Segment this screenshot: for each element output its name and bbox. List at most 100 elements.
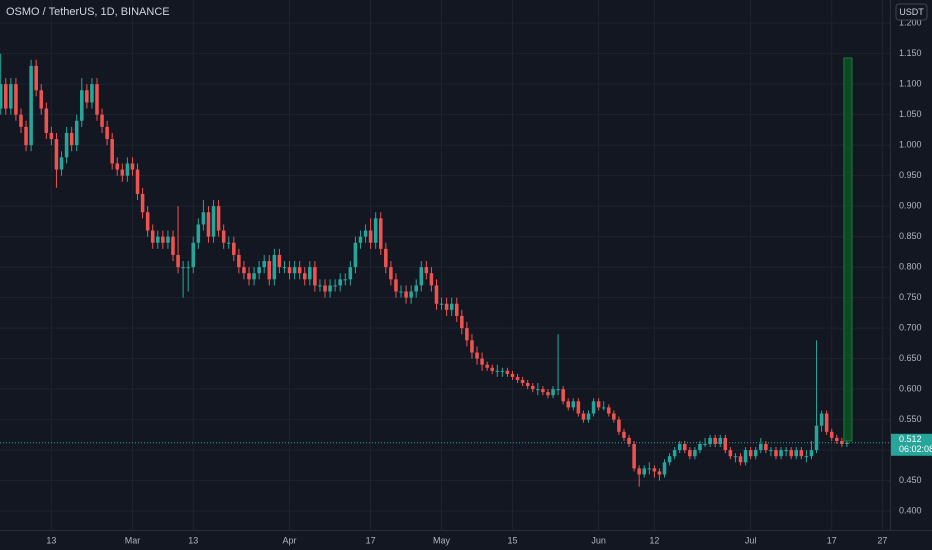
candle-body bbox=[59, 157, 64, 170]
candle-body bbox=[216, 206, 221, 231]
candle-body bbox=[718, 437, 723, 445]
candle-body bbox=[328, 285, 332, 292]
candle-body bbox=[419, 267, 424, 286]
x-tick-label: 12 bbox=[649, 535, 659, 545]
candle-body bbox=[292, 267, 297, 274]
y-tick-label: 0.900 bbox=[899, 201, 922, 211]
candle-body bbox=[596, 401, 601, 408]
candle-body bbox=[373, 218, 378, 243]
candle-body bbox=[759, 444, 763, 451]
candle-body bbox=[845, 442, 849, 445]
currency-button[interactable] bbox=[895, 3, 928, 21]
candle-body bbox=[282, 267, 287, 269]
candle-body bbox=[662, 462, 667, 475]
y-tick-label: 1.100 bbox=[899, 79, 922, 89]
target-box bbox=[843, 57, 853, 442]
candle-body bbox=[297, 267, 302, 274]
candle-body bbox=[480, 358, 484, 365]
candle-body bbox=[536, 389, 540, 391]
candle-body bbox=[500, 370, 505, 372]
candle-body bbox=[566, 401, 571, 408]
candle-body bbox=[399, 291, 403, 293]
candle-body bbox=[728, 450, 733, 457]
candle-body bbox=[622, 431, 626, 438]
candle-body bbox=[465, 328, 469, 341]
candle-body bbox=[581, 413, 586, 420]
candle-body bbox=[353, 242, 358, 268]
candle-body bbox=[150, 230, 155, 243]
candle-body bbox=[368, 230, 373, 243]
x-tick-label: 13 bbox=[188, 535, 198, 545]
candle-body bbox=[120, 169, 125, 176]
candle-body bbox=[404, 291, 408, 298]
candle-body bbox=[34, 65, 38, 91]
candle-body bbox=[171, 236, 175, 255]
candle-body bbox=[652, 468, 657, 472]
candle-body bbox=[313, 267, 317, 286]
candle-body bbox=[85, 90, 89, 103]
x-tick-label: 27 bbox=[877, 535, 887, 545]
candle-body bbox=[784, 450, 788, 452]
y-tick-label: 1.150 bbox=[899, 48, 922, 58]
candle-body bbox=[677, 444, 682, 451]
last-price-label: 0.512 bbox=[899, 434, 922, 444]
y-tick-label: 0.400 bbox=[899, 505, 922, 515]
candle-body bbox=[561, 389, 565, 402]
y-tick-label: 0.750 bbox=[899, 292, 922, 302]
currency-label[interactable]: USDT bbox=[899, 7, 924, 17]
candle-body bbox=[490, 367, 494, 371]
candle-body bbox=[206, 212, 211, 237]
candle-body bbox=[130, 163, 135, 170]
candle-body bbox=[348, 267, 353, 280]
candle-body bbox=[80, 90, 84, 121]
candle-body bbox=[232, 242, 236, 255]
candle-body bbox=[733, 456, 738, 458]
candle-body bbox=[571, 401, 576, 408]
candle-body bbox=[606, 407, 611, 414]
y-tick-label: 0.850 bbox=[899, 231, 922, 241]
candle-body bbox=[39, 90, 44, 109]
candle-body bbox=[829, 431, 834, 438]
candle-body bbox=[617, 419, 621, 432]
x-tick-label: 15 bbox=[507, 535, 517, 545]
x-tick-label: 13 bbox=[46, 535, 56, 545]
candle-body bbox=[794, 450, 799, 457]
candle-body bbox=[221, 230, 226, 243]
candle-body bbox=[186, 267, 190, 269]
candle-body bbox=[323, 285, 327, 292]
axes: 0.4000.4500.5000.5500.6000.6500.7000.750… bbox=[46, 18, 932, 545]
candle-body bbox=[743, 450, 748, 463]
candle-body bbox=[637, 468, 641, 475]
candle-body bbox=[277, 254, 282, 268]
candle-body bbox=[237, 254, 241, 268]
chart-title: OSMO / TetherUS, 1D, BINANCE bbox=[6, 6, 170, 18]
candle-body bbox=[74, 120, 79, 146]
last-price-badge bbox=[891, 433, 932, 456]
candle-body bbox=[444, 303, 449, 310]
candle-body bbox=[201, 212, 206, 225]
candle-body bbox=[809, 450, 814, 457]
candle-body bbox=[252, 273, 256, 280]
candle-body bbox=[24, 126, 28, 146]
candle-body bbox=[475, 352, 479, 359]
candle-body bbox=[302, 273, 307, 280]
candle-body bbox=[485, 364, 489, 368]
candle-body bbox=[429, 273, 434, 286]
candle-body bbox=[69, 132, 74, 146]
candle-body bbox=[505, 370, 510, 374]
candle-body bbox=[723, 437, 728, 451]
candle-body bbox=[693, 450, 697, 457]
candle-body bbox=[54, 139, 59, 170]
candle-body bbox=[414, 285, 418, 292]
candle-body bbox=[551, 389, 555, 396]
candle-body bbox=[439, 303, 444, 305]
candle-body bbox=[14, 84, 18, 115]
candle-body bbox=[824, 413, 829, 432]
candle-body bbox=[708, 437, 712, 445]
y-tick-label: 0.650 bbox=[899, 353, 922, 363]
candle-body bbox=[115, 163, 120, 170]
candle-body bbox=[804, 456, 809, 458]
candle-body bbox=[576, 401, 581, 414]
